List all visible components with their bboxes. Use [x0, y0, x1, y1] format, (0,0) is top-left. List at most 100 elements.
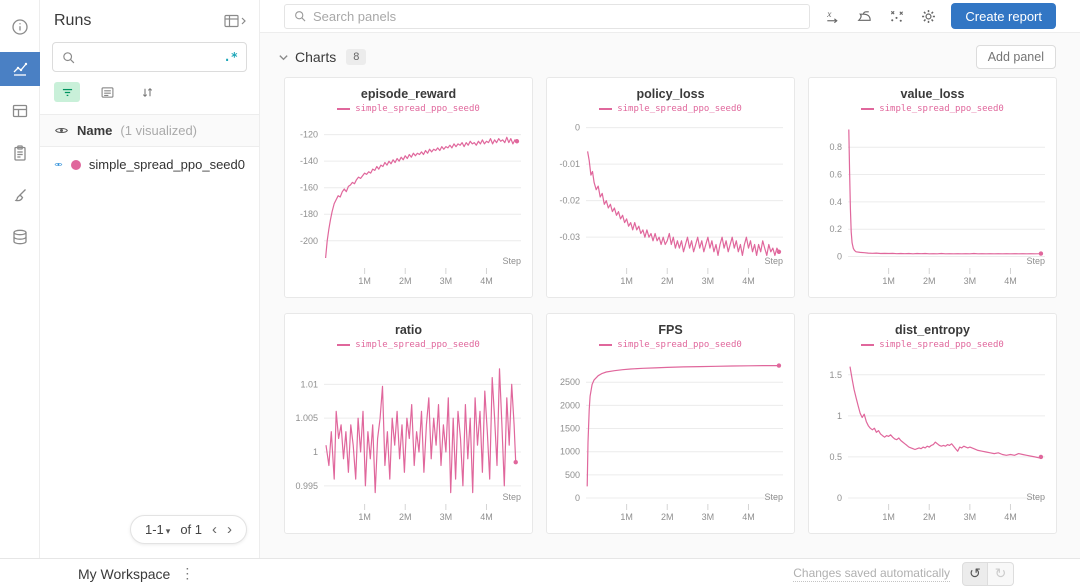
chart-canvas[interactable]: 0 -0.01 -0.02 -0.03 1M 2M 3M 4M Step — [548, 116, 793, 286]
group-icon[interactable] — [94, 82, 120, 102]
next-page-icon[interactable]: › — [227, 521, 232, 538]
caret-down-icon: ▾ — [165, 526, 171, 536]
eye-icon[interactable] — [54, 123, 69, 138]
run-list-header: Name (1 visualized) — [40, 114, 259, 147]
outliers-icon[interactable] — [888, 8, 905, 25]
svg-text:0.4: 0.4 — [829, 197, 842, 207]
runs-toolbar — [40, 72, 259, 114]
svg-text:3M: 3M — [440, 276, 453, 286]
svg-text:4M: 4M — [742, 276, 755, 286]
redo-button[interactable]: ↻ — [988, 561, 1014, 586]
svg-text:-200: -200 — [300, 236, 318, 246]
chart-canvas[interactable]: 2500 2000 1500 1000 500 0 1M 2M 3M 4M Step — [548, 352, 793, 522]
svg-text:Step: Step — [1026, 492, 1045, 502]
svg-text:1M: 1M — [620, 512, 633, 522]
svg-text:-160: -160 — [300, 183, 318, 193]
overview-icon[interactable] — [0, 10, 40, 44]
legend-run-name: simple_spread_ppo_seed0 — [617, 104, 742, 114]
chart-title: dist_entropy — [894, 323, 970, 337]
svg-text:0.995: 0.995 — [295, 481, 318, 491]
charts-icon[interactable] — [0, 52, 40, 86]
svg-text:Step: Step — [502, 492, 521, 502]
panel-search-input[interactable] — [313, 8, 802, 24]
run-row[interactable]: simple_spread_ppo_seed0 — [40, 147, 259, 182]
svg-text:1500: 1500 — [560, 424, 580, 434]
prev-page-icon[interactable]: ‹ — [212, 521, 217, 538]
regex-toggle[interactable]: .* — [223, 50, 238, 64]
chart-title: FPS — [658, 323, 683, 337]
svg-text:-0.03: -0.03 — [559, 232, 580, 242]
svg-text:4M: 4M — [742, 512, 755, 522]
section-title: Charts — [295, 49, 337, 65]
chart-panel[interactable]: FPS simple_spread_ppo_seed0 2500 2000 1500… — [546, 313, 795, 534]
svg-text:Step: Step — [502, 256, 521, 266]
svg-text:Step: Step — [1026, 256, 1045, 266]
chart-canvas[interactable]: 0.8 0.6 0.4 0.2 0 1M 2M 3M 4M Step — [810, 116, 1055, 286]
workspace-menu-kebab-icon[interactable]: ⋮ — [180, 565, 196, 581]
expand-run-table-icon[interactable] — [223, 13, 247, 29]
svg-text:3M: 3M — [440, 512, 453, 522]
svg-text:-0.02: -0.02 — [559, 196, 580, 206]
svg-text:2M: 2M — [399, 512, 412, 522]
chart-canvas[interactable]: 1.01 1.005 1 0.995 1M 2M 3M 4M Step — [286, 352, 531, 522]
create-report-button[interactable]: Create report — [951, 3, 1056, 29]
chart-title: episode_reward — [360, 87, 457, 101]
svg-text:500: 500 — [565, 470, 580, 480]
svg-text:4M: 4M — [1004, 512, 1017, 522]
legend-run-name: simple_spread_ppo_seed0 — [617, 340, 742, 350]
settings-gear-icon[interactable] — [920, 8, 937, 25]
svg-text:4M: 4M — [480, 512, 493, 522]
sort-icon[interactable] — [134, 82, 160, 102]
search-icon — [295, 11, 306, 22]
page-range-dropdown[interactable]: 1-1 ▾ — [144, 522, 171, 537]
legend-line-swatch — [599, 108, 613, 110]
chart-panel[interactable]: episode_reward simple_spread_ppo_seed0 -… — [284, 77, 533, 298]
panel-topbar: x Create report — [260, 0, 1080, 33]
artifacts-icon[interactable] — [0, 220, 40, 254]
run-search-box: .* — [52, 42, 247, 72]
name-column-label: Name — [77, 123, 113, 138]
run-search-input[interactable] — [76, 49, 224, 65]
svg-text:3M: 3M — [702, 512, 715, 522]
x-axis-settings-icon[interactable]: x — [824, 8, 841, 25]
run-name: simple_spread_ppo_seed0 — [88, 157, 245, 172]
legend-line-swatch — [599, 344, 613, 346]
svg-text:2M: 2M — [399, 276, 412, 286]
panels-icon[interactable] — [0, 94, 40, 128]
svg-text:3M: 3M — [702, 276, 715, 286]
runs-title: Runs — [54, 12, 92, 29]
svg-text:1.01: 1.01 — [300, 379, 318, 389]
svg-text:x: x — [827, 9, 833, 19]
svg-text:1: 1 — [837, 411, 842, 421]
svg-text:0: 0 — [837, 252, 842, 262]
smoothing-iron-icon[interactable] — [856, 8, 873, 25]
filter-icon[interactable] — [54, 82, 80, 102]
undo-button[interactable]: ↺ — [962, 561, 988, 586]
svg-text:0.6: 0.6 — [829, 170, 842, 180]
svg-text:1M: 1M — [620, 276, 633, 286]
chart-panel[interactable]: policy_loss simple_spread_ppo_seed0 0 -0.… — [546, 77, 795, 298]
svg-text:1000: 1000 — [560, 447, 580, 457]
svg-text:Step: Step — [764, 256, 783, 266]
svg-text:1.5: 1.5 — [829, 370, 842, 380]
chart-panel[interactable]: dist_entropy simple_spread_ppo_seed0 1.5… — [808, 313, 1057, 534]
chart-panel[interactable]: ratio simple_spread_ppo_seed0 1.01 1.005 1… — [284, 313, 533, 534]
chart-canvas[interactable]: -120 -140 -160 -180 -200 1M 2M 3M 4M Step — [286, 116, 531, 286]
chart-canvas[interactable]: 1.5 1 0.5 0 1M 2M 3M 4M Step — [810, 352, 1055, 522]
workspace-name: My Workspace — [78, 565, 171, 582]
chart-panel[interactable]: value_loss simple_spread_ppo_seed0 0.8 0.… — [808, 77, 1057, 298]
notes-icon[interactable] — [0, 136, 40, 170]
svg-text:4M: 4M — [480, 276, 493, 286]
legend-run-name: simple_spread_ppo_seed0 — [879, 340, 1004, 350]
svg-text:0: 0 — [575, 493, 580, 503]
sweeps-icon[interactable] — [0, 178, 40, 212]
run-visibility-eye-icon[interactable] — [54, 157, 63, 172]
add-panel-button[interactable]: Add panel — [975, 45, 1056, 69]
collapse-chevron-icon[interactable] — [278, 52, 289, 63]
legend-line-swatch — [861, 344, 875, 346]
legend-line-swatch — [861, 108, 875, 110]
runs-sidebar: Runs .* Name (1 visualized) — [40, 0, 260, 558]
legend-line-swatch — [337, 108, 351, 110]
svg-text:0: 0 — [575, 123, 580, 133]
bottom-bar: My Workspace ⋮ Changes saved automatical… — [0, 558, 1080, 588]
